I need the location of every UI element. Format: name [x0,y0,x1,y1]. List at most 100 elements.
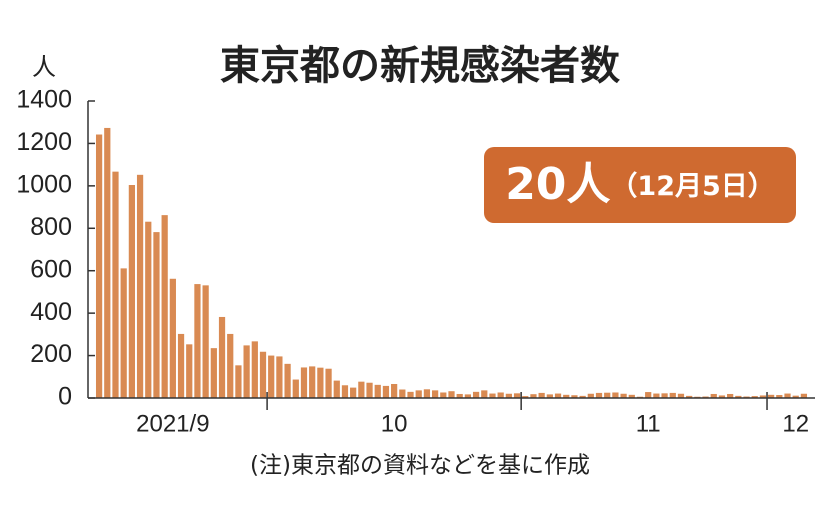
bar [759,395,767,398]
bar [284,363,291,398]
bar [464,394,472,398]
bar [579,395,586,398]
bar [472,391,480,398]
bar [399,389,406,398]
bar [768,394,775,398]
bar [169,278,176,398]
bar [292,379,299,398]
bar [333,380,340,398]
chart-title: 東京都の新規感染者数 [220,43,620,89]
bar [391,383,398,398]
bar [456,393,463,398]
y-tick-label: 1000 [16,170,72,198]
y-tick-label: 600 [30,255,72,283]
y-tick-label: 1200 [16,128,72,156]
bar [341,385,349,398]
bar [653,393,660,398]
annotation-main: 20人 [505,159,610,210]
bar [538,392,545,398]
bar [727,393,734,398]
bar [259,351,267,398]
bar [366,382,373,398]
bar [530,394,537,398]
bar [210,348,217,398]
bar [194,284,201,398]
bar [202,285,209,398]
bar [735,395,742,398]
bar [358,381,365,398]
bar [645,392,652,398]
bar [325,368,332,398]
y-tick-label: 800 [30,213,72,241]
bar [571,395,578,398]
bar [128,185,135,398]
annotation-box [484,147,796,223]
bar [415,390,422,398]
bar [136,174,144,398]
bar [604,392,611,398]
bar [505,393,512,398]
bar [776,395,783,398]
bar [95,134,103,399]
bar [686,395,693,398]
bar [251,341,258,398]
bar [595,392,603,398]
bar [374,384,381,398]
x-tick-label: 11 [636,410,661,437]
bar [554,393,562,398]
y-tick-label: 0 [58,383,72,411]
bar [448,391,455,398]
bar [522,396,529,398]
bar [243,345,250,398]
bar [792,395,799,398]
x-tick-label: 12 [782,410,809,437]
bar [481,390,488,398]
bar [218,316,226,398]
bar [628,394,635,398]
bar [268,355,275,398]
bar [612,392,619,398]
bar [276,356,283,398]
bar [718,395,726,398]
x-tick-label: 10 [381,410,408,437]
bar [120,268,127,398]
bar [661,393,668,398]
bar [317,367,324,398]
bar [710,393,717,398]
bar [153,232,160,398]
bar [186,344,193,398]
bar [563,394,570,398]
bar [407,391,414,398]
bar [800,393,808,398]
bar [620,393,627,398]
bar [161,215,168,398]
bar [235,365,242,398]
bar [546,394,553,398]
x-tick-label: 2021/9 [136,410,209,437]
bar [497,392,504,398]
bar [431,390,439,398]
bar [677,393,685,398]
y-tick-label: 400 [30,298,72,326]
bar [300,367,308,398]
bar [784,393,791,398]
note: (注)東京都の資料などを基に作成 [250,453,590,479]
annotation-sub: （12月5日） [610,171,774,202]
bar [145,221,152,398]
bar [423,389,431,398]
bar [177,333,185,398]
annotation: 20人（12月5日） [505,159,775,210]
y-tick-label: 1400 [16,86,72,114]
bar [382,385,390,398]
bar [587,393,594,398]
bar [513,393,521,398]
bar [350,387,357,398]
bar [669,392,676,398]
bar [440,392,447,398]
bar [112,171,119,398]
bar [309,366,316,398]
y-unit: 人 [32,53,56,81]
bar [227,333,234,398]
bar [104,127,111,399]
